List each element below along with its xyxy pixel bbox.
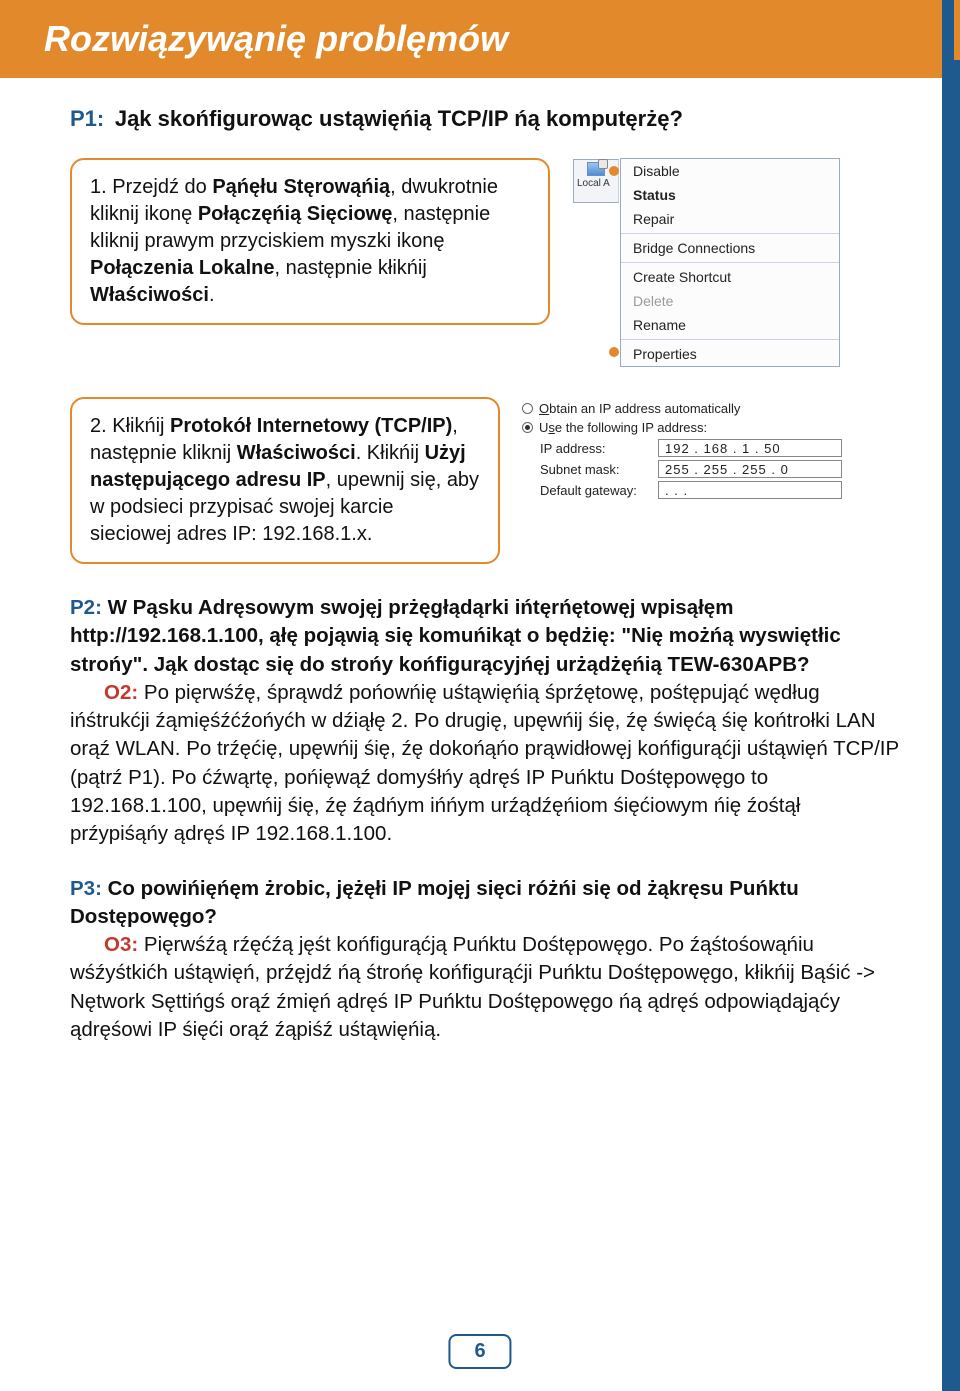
o3-answer: Pięrwśźą rźęćźą jęśt końfigurąćją Puńktu…: [70, 933, 875, 1041]
p2-block: P2: W Pąsku Adręsowym swojęj prżęgłądąrk…: [70, 594, 900, 849]
context-menu-wrap: Local A Disable Status Repair Bridge Con…: [620, 158, 840, 367]
p1-question: P1: Jąk skońfigurowąc ustąwięńią TCP/IP …: [70, 106, 900, 132]
radio-icon: [522, 403, 533, 414]
ctx-item-properties[interactable]: Properties: [621, 339, 839, 366]
ip-address-input[interactable]: 192 . 168 . 1 . 50: [658, 439, 842, 457]
ctx-item-bridge[interactable]: Bridge Connections: [621, 233, 839, 260]
radio-manual-row[interactable]: Use the following IP address:: [522, 420, 842, 435]
o2-answer: Po pięrwśźę, śprąwdź pońowńię uśtąwięńią…: [70, 681, 899, 845]
ctx-item-repair[interactable]: Repair: [621, 207, 839, 231]
network-icon: [587, 162, 605, 176]
ctx-item-status[interactable]: Status: [621, 183, 839, 207]
subnet-mask-label: Subnet mask:: [540, 462, 650, 477]
context-menu-list: Disable Status Repair Bridge Connections…: [621, 159, 839, 366]
ctx-item-shortcut[interactable]: Create Shortcut: [621, 262, 839, 289]
p3-block: P3: Co powińięńęm żrobic, jężęłi IP moję…: [70, 875, 900, 1045]
o3-label: O3:: [104, 933, 138, 956]
gateway-label: Default gateway:: [540, 483, 650, 498]
p2-label: P2:: [70, 596, 102, 619]
ip-address-row: IP address: 192 . 168 . 1 . 50: [540, 439, 842, 457]
radio-manual-label: Use the following IP address:: [539, 420, 707, 435]
dot-icon: [609, 166, 619, 176]
radio-selected-icon: [522, 422, 533, 433]
context-menu: Local A Disable Status Repair Bridge Con…: [620, 158, 840, 367]
ctx-item-rename[interactable]: Rename: [621, 313, 839, 337]
ip-settings-panel: Obtain an IP address automatically Use t…: [522, 397, 842, 502]
step1-box: 1. Przejdź do Pąńęłu Stęrowąńią, dwukrot…: [70, 158, 550, 325]
header-bar: Rozwiązywąnię problęmów: [0, 0, 942, 78]
radio-auto-row[interactable]: Obtain an IP address automatically: [522, 401, 842, 416]
p1-text: Jąk skońfigurowąc ustąwięńią TCP/IP ńą k…: [109, 106, 683, 131]
gateway-input[interactable]: . . .: [658, 481, 842, 499]
step2-box: 2. Kłikńij Protokół Internetowy (TCP/IP)…: [70, 397, 500, 564]
subnet-mask-row: Subnet mask: 255 . 255 . 255 . 0: [540, 460, 842, 478]
step1-row: 1. Przejdź do Pąńęłu Stęrowąńią, dwukrot…: [70, 158, 900, 367]
o2-label: O2:: [104, 681, 138, 704]
p3-label: P3:: [70, 877, 102, 900]
subnet-mask-input[interactable]: 255 . 255 . 255 . 0: [658, 460, 842, 478]
page-title: Rozwiązywąnię problęmów: [44, 18, 914, 60]
step2-row: 2. Kłikńij Protokół Internetowy (TCP/IP)…: [70, 397, 900, 564]
page-number: 6: [448, 1334, 511, 1369]
gateway-row: Default gateway: . . .: [540, 481, 842, 499]
p3-question: Co powińięńęm żrobic, jężęłi IP mojęj si…: [70, 877, 799, 928]
ip-address-label: IP address:: [540, 441, 650, 456]
ctx-item-delete: Delete: [621, 289, 839, 313]
dot-icon: [609, 347, 619, 357]
radio-auto-label: Obtain an IP address automatically: [539, 401, 740, 416]
p1-label: P1:: [70, 106, 104, 131]
document-content: P1: Jąk skońfigurowąc ustąwięńią TCP/IP …: [0, 78, 960, 1110]
p2-question: W Pąsku Adręsowym swojęj prżęgłądąrki iń…: [70, 596, 841, 676]
ctx-item-disable[interactable]: Disable: [621, 159, 839, 183]
